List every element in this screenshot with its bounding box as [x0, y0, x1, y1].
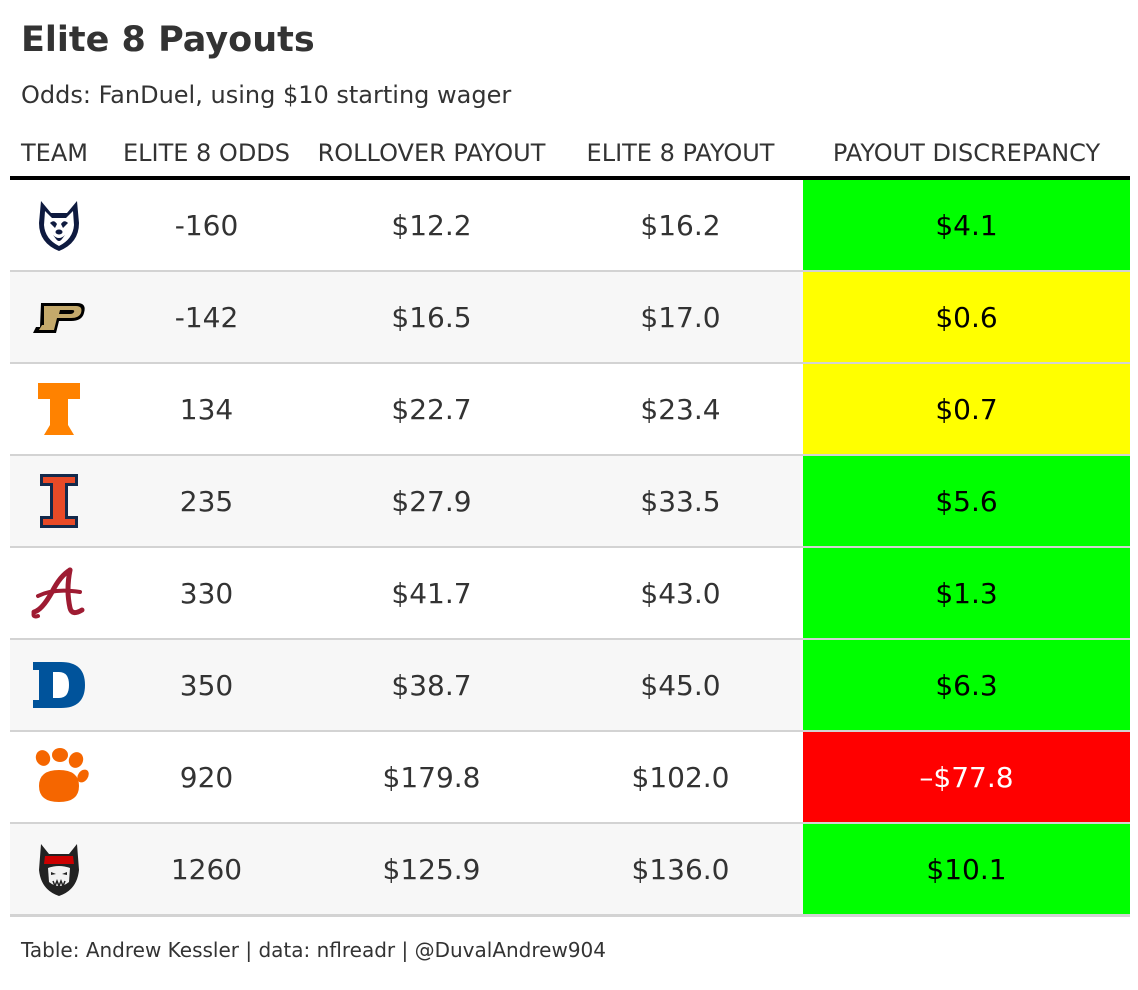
table-row: 134 $22.7 $23.4 $0.7 — [10, 363, 1130, 456]
odds-cell: 235 — [108, 455, 305, 548]
table-row: -160 $12.2 $16.2 $4.1 — [10, 178, 1130, 272]
column-header-team: TEAM — [10, 130, 108, 180]
team-cell — [10, 547, 108, 640]
team-cell — [10, 823, 108, 917]
rollover-payout-cell: $38.7 — [305, 639, 558, 732]
tennessee-t-icon — [38, 383, 80, 435]
illinois-i-icon — [40, 474, 78, 528]
payout-discrepancy-cell: $5.6 — [803, 455, 1130, 548]
rollover-payout-cell: $41.7 — [305, 547, 558, 640]
elite8-payout-cell: $136.0 — [558, 823, 803, 917]
duke-d-icon — [33, 662, 85, 708]
column-header-payout-discrepancy: PAYOUT DISCREPANCY — [803, 130, 1130, 180]
odds-cell: -142 — [108, 271, 305, 364]
clemson-paw-icon — [35, 748, 89, 802]
table-source-footer: Table: Andrew Kessler | data: nflreadr |… — [21, 938, 606, 962]
table-row: 235 $27.9 $33.5 $5.6 — [10, 455, 1130, 548]
elite8-payout-cell: $16.2 — [558, 178, 803, 272]
rollover-payout-cell: $125.9 — [305, 823, 558, 917]
odds-cell: 920 — [108, 731, 305, 824]
nc-state-wolf-icon — [39, 844, 79, 896]
team-cell — [10, 363, 108, 456]
elite8-payout-cell: $23.4 — [558, 363, 803, 456]
payout-discrepancy-cell: $6.3 — [803, 639, 1130, 732]
header-row: TEAM ELITE 8 ODDS ROLLOVER PAYOUT ELITE … — [10, 130, 1130, 180]
table-row: 350 $38.7 $45.0 $6.3 — [10, 639, 1130, 732]
elite8-payout-cell: $33.5 — [558, 455, 803, 548]
table-row: -142 $16.5 $17.0 $0.6 — [10, 271, 1130, 364]
odds-cell: 330 — [108, 547, 305, 640]
payout-discrepancy-cell: –$77.8 — [803, 731, 1130, 824]
odds-cell: 134 — [108, 363, 305, 456]
elite8-payout-cell: $45.0 — [558, 639, 803, 732]
payout-discrepancy-cell: $1.3 — [803, 547, 1130, 640]
elite8-payout-cell: $17.0 — [558, 271, 803, 364]
payout-discrepancy-cell: $0.7 — [803, 363, 1130, 456]
column-header-elite8-payout: ELITE 8 PAYOUT — [558, 130, 803, 180]
elite8-payout-cell: $102.0 — [558, 731, 803, 824]
payout-discrepancy-cell: $0.6 — [803, 271, 1130, 364]
team-cell — [10, 639, 108, 732]
uconn-husky-icon — [39, 201, 79, 251]
team-cell — [10, 271, 108, 364]
rollover-payout-cell: $27.9 — [305, 455, 558, 548]
table-title: Elite 8 Payouts — [21, 20, 315, 60]
column-header-rollover-payout: ROLLOVER PAYOUT — [305, 130, 558, 180]
table-row: 330 $41.7 $43.0 $1.3 — [10, 547, 1130, 640]
odds-cell: 350 — [108, 639, 305, 732]
table-row: 1260 $125.9 $136.0 $10.1 — [10, 823, 1130, 917]
team-cell — [10, 731, 108, 824]
rollover-payout-cell: $16.5 — [305, 271, 558, 364]
rollover-payout-cell: $179.8 — [305, 731, 558, 824]
rollover-payout-cell: $22.7 — [305, 363, 558, 456]
table-row: 920 $179.8 $102.0 –$77.8 — [10, 731, 1130, 824]
alabama-a-icon — [31, 567, 85, 619]
elite8-payout-cell: $43.0 — [558, 547, 803, 640]
payouts-table: TEAM ELITE 8 ODDS ROLLOVER PAYOUT ELITE … — [10, 130, 1130, 917]
team-cell — [10, 455, 108, 548]
team-cell — [10, 178, 108, 272]
table-subtitle: Odds: FanDuel, using $10 starting wager — [21, 81, 512, 109]
column-header-elite8-odds: ELITE 8 ODDS — [108, 130, 305, 180]
odds-cell: -160 — [108, 178, 305, 272]
purdue-p-icon — [33, 302, 85, 333]
payout-discrepancy-cell: $10.1 — [803, 823, 1130, 917]
payout-discrepancy-cell: $4.1 — [803, 178, 1130, 272]
rollover-payout-cell: $12.2 — [305, 178, 558, 272]
odds-cell: 1260 — [108, 823, 305, 917]
